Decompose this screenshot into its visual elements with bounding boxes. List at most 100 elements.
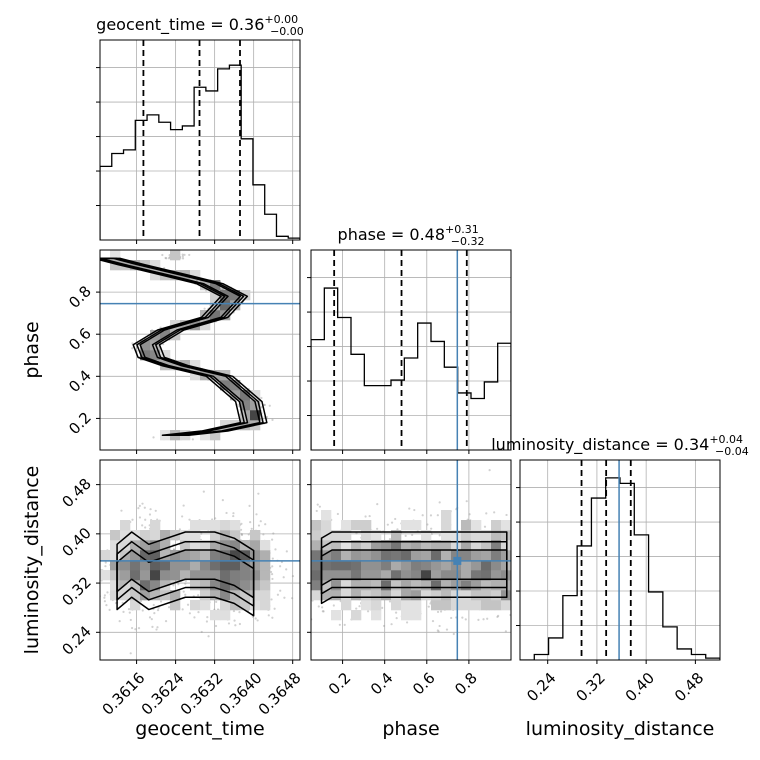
- density-cell: [461, 580, 472, 591]
- scatter-point: [260, 405, 263, 408]
- scatter-point: [103, 600, 106, 603]
- scatter-point: [376, 502, 379, 506]
- density-cell: [130, 560, 141, 571]
- scatter-point: [144, 526, 147, 529]
- density-cell: [351, 520, 362, 531]
- density-cell: [160, 330, 171, 341]
- density-cell: [190, 270, 201, 281]
- scatter-point: [186, 603, 190, 606]
- scatter-point: [143, 506, 146, 509]
- density-cell: [401, 560, 412, 571]
- scatter-point: [94, 531, 96, 533]
- x-tick-label: 0.6: [409, 669, 439, 699]
- density-cell: [200, 540, 211, 551]
- density-cell: [341, 570, 352, 581]
- density-cell: [210, 290, 221, 301]
- density-cell: [200, 310, 211, 321]
- density-cell: [120, 590, 131, 601]
- scatter-point: [421, 514, 424, 517]
- density-cell: [210, 520, 221, 531]
- density-cell: [240, 570, 251, 581]
- density-cell: [421, 560, 432, 571]
- density-cell: [110, 560, 121, 571]
- density-cell: [220, 420, 231, 431]
- scatter-point: [267, 614, 270, 617]
- density-cell: [110, 550, 121, 561]
- scatter-point: [191, 438, 194, 441]
- density-cell: [411, 560, 422, 571]
- scatter-point: [221, 288, 224, 291]
- density-cell: [481, 580, 492, 591]
- density-cell: [230, 570, 241, 581]
- density-cell: [431, 590, 442, 601]
- density-cell: [130, 590, 141, 601]
- histogram-geocent_time: [100, 64, 300, 240]
- scatter-point: [408, 507, 411, 510]
- density-cell: [471, 560, 482, 571]
- title-lower: −0.00: [270, 25, 304, 38]
- x-tick-label: 0.32: [572, 669, 608, 705]
- scatter-point: [177, 583, 180, 586]
- density-cell: [411, 610, 422, 621]
- density-cell: [441, 560, 452, 571]
- scatter-point: [274, 548, 277, 551]
- scatter-point: [193, 616, 196, 619]
- density-cell: [150, 270, 161, 281]
- density-cell: [411, 600, 422, 611]
- scatter-point: [413, 508, 416, 512]
- density-cell: [481, 590, 492, 601]
- ticks: [516, 487, 696, 664]
- scatter-point: [485, 512, 488, 515]
- density-cell: [150, 590, 161, 601]
- density-cell: [391, 570, 402, 581]
- scatter-point: [364, 515, 367, 518]
- scatter-point: [141, 502, 144, 505]
- scatter-point: [259, 520, 262, 523]
- contour-level: [100, 257, 264, 437]
- density-cell: [210, 580, 221, 591]
- scatter-point: [151, 625, 154, 628]
- scatter-point: [240, 522, 243, 525]
- scatter-point: [225, 511, 228, 515]
- title-param: luminosity_distance = 0.34: [491, 435, 709, 455]
- scatter-point: [184, 593, 187, 596]
- density-cell: [200, 430, 211, 441]
- scatter-point: [164, 256, 167, 260]
- density-cell: [401, 570, 412, 581]
- marginal-title: luminosity_distance = 0.34+0.04 −0.04: [491, 433, 749, 458]
- density-cell: [230, 530, 241, 541]
- panel-frame: [310, 249, 512, 451]
- density-cell: [130, 600, 141, 611]
- density-cell: [250, 570, 261, 581]
- scatter-point: [184, 582, 187, 585]
- marginal-phase: phase = 0.48+0.31 −0.32: [307, 223, 512, 454]
- density-cell: [441, 540, 452, 551]
- density-cell: [230, 550, 241, 561]
- x-axis-label-phase: phase: [382, 718, 439, 740]
- scatter-point: [154, 509, 157, 512]
- density-cell: [190, 530, 201, 541]
- scatter-point: [182, 590, 185, 593]
- density-cell: [130, 540, 141, 551]
- density-cell: [321, 590, 332, 601]
- scatter-point: [461, 616, 464, 619]
- scatter-point: [394, 517, 397, 521]
- density-cell: [260, 580, 271, 591]
- density-cell: [491, 590, 502, 601]
- scatter-point: [120, 509, 123, 512]
- scatter-point: [262, 533, 265, 536]
- scatter-point: [260, 419, 263, 422]
- density-cell: [220, 520, 231, 531]
- density-cell: [190, 560, 201, 571]
- density-cell: [371, 580, 382, 591]
- scatter-point: [272, 532, 275, 535]
- density-cell: [491, 600, 502, 611]
- density-cell: [391, 540, 402, 551]
- density-cell: [180, 540, 191, 551]
- density-cell: [240, 560, 251, 571]
- density-cell: [351, 550, 362, 561]
- scatter-point: [321, 610, 324, 613]
- scatter-point: [205, 620, 209, 623]
- title-upper: +0.04: [709, 433, 743, 446]
